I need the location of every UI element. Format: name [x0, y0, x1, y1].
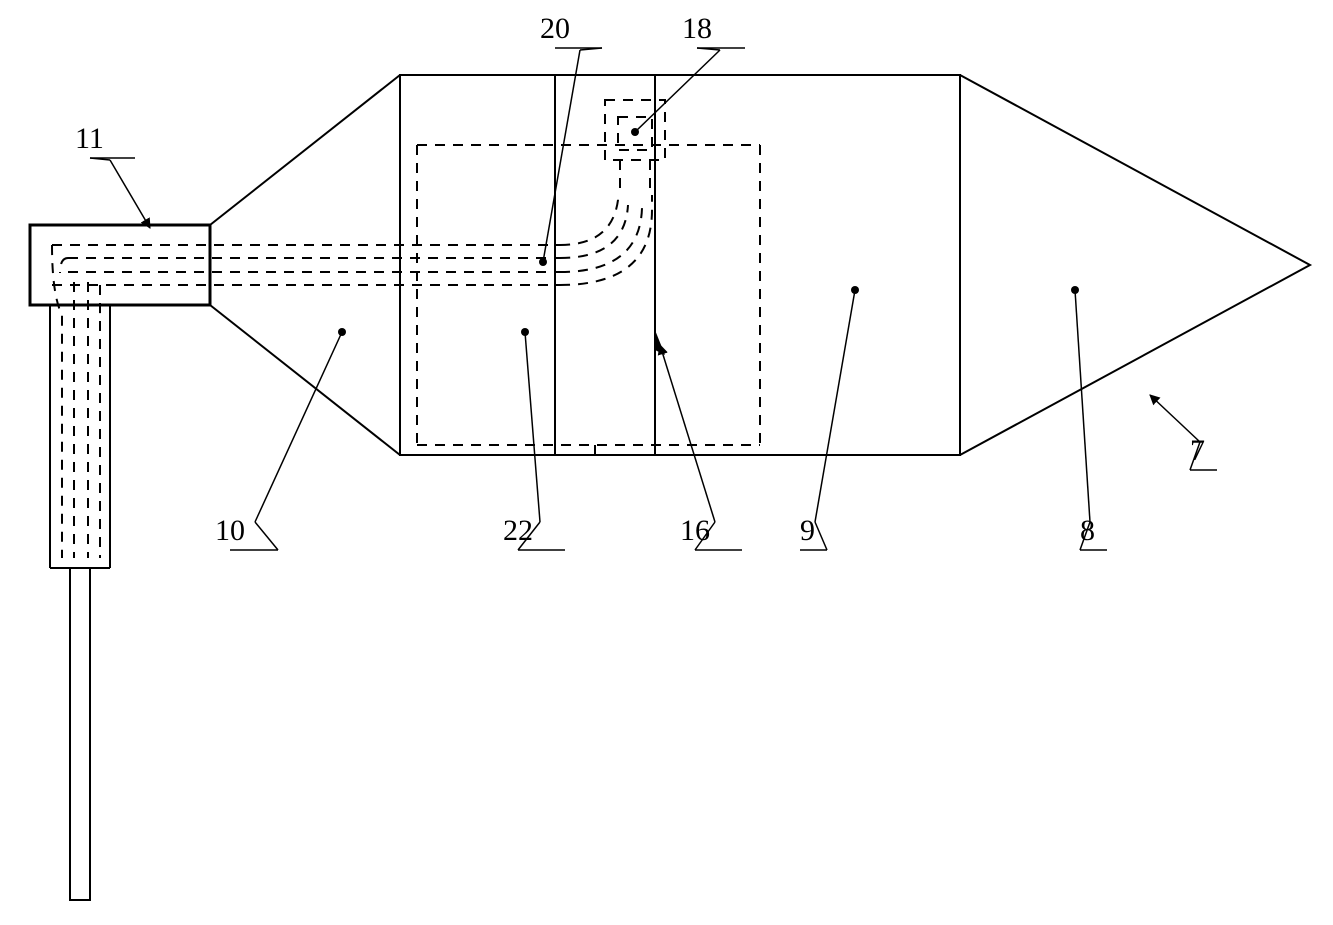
nose-cone: [960, 75, 1310, 455]
label-11: 11: [75, 122, 104, 155]
leader-l22: [525, 332, 540, 522]
label-10: 10: [215, 514, 245, 547]
leader-l9: [815, 290, 855, 522]
body-rect: [400, 75, 960, 455]
label-20: 20: [540, 12, 570, 45]
leader-l10: [255, 332, 342, 522]
label-9: 9: [800, 514, 815, 547]
label-16: 16: [680, 514, 710, 547]
tail-box: [30, 225, 210, 305]
leader-l11: [110, 160, 150, 228]
leader-l20: [543, 50, 580, 262]
label-18: 18: [682, 12, 712, 45]
leader-l16: [660, 345, 715, 522]
label-22: 22: [503, 514, 533, 547]
leader-l7: [1150, 395, 1200, 442]
stem: [70, 568, 90, 900]
leader-l8: [1075, 290, 1090, 522]
leader-l18: [635, 50, 720, 132]
